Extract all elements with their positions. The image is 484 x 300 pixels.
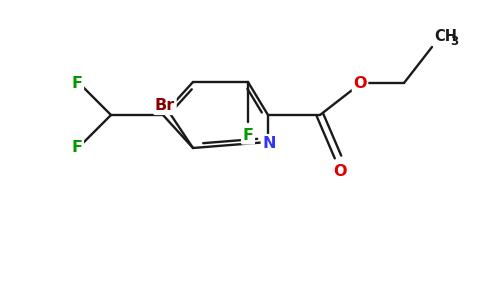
Text: F: F xyxy=(72,76,82,91)
Text: CH: CH xyxy=(434,29,457,44)
Text: N: N xyxy=(262,136,276,151)
Text: F: F xyxy=(72,140,82,154)
Text: 3: 3 xyxy=(450,35,458,48)
Text: O: O xyxy=(353,76,367,91)
Text: Br: Br xyxy=(155,98,175,113)
Text: O: O xyxy=(333,164,347,179)
Text: F: F xyxy=(242,128,254,143)
